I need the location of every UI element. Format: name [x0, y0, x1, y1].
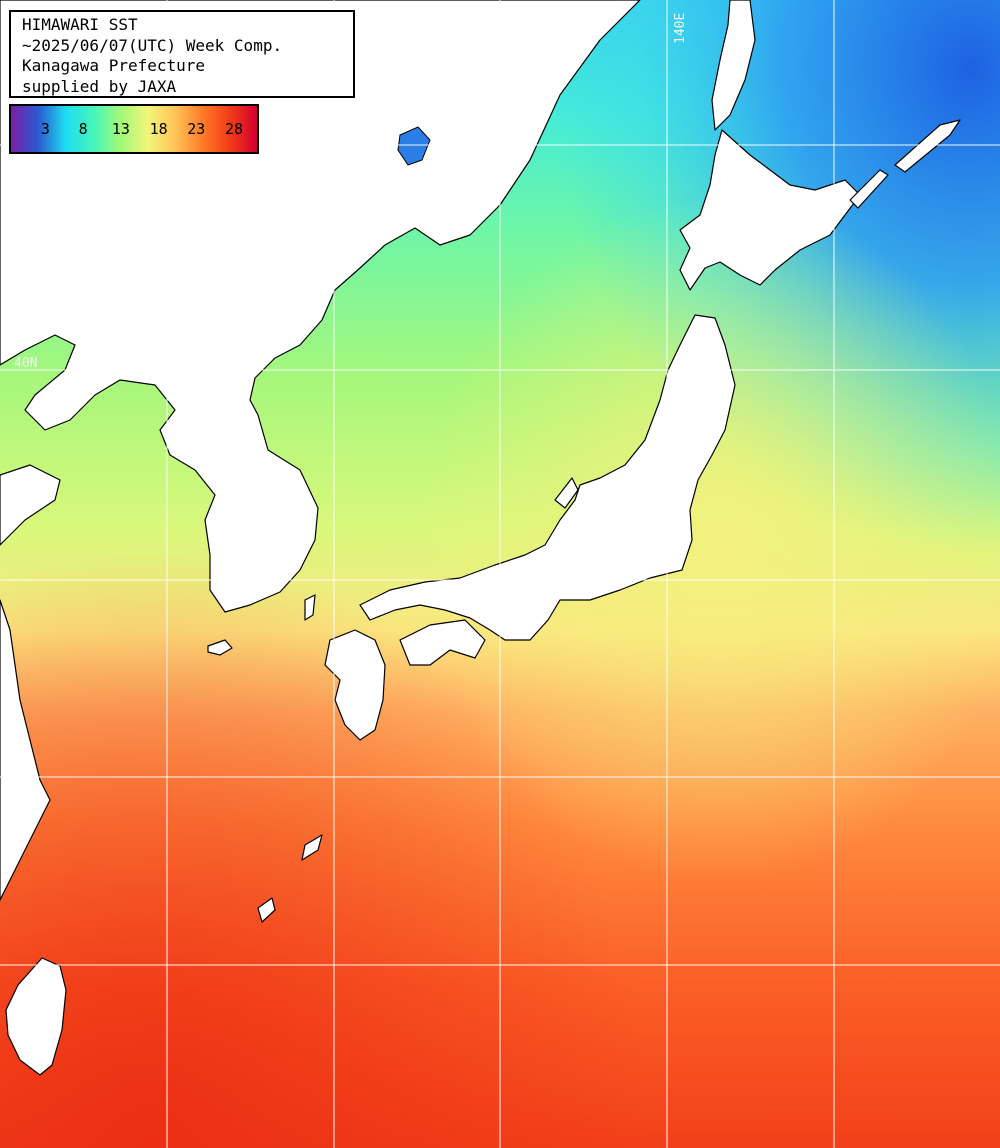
colorbar-labels: 381318232833	[11, 106, 257, 152]
taiwan	[5, 957, 67, 1076]
jeju-island	[207, 639, 233, 656]
legend-tick-label: 18	[149, 120, 168, 138]
colorbar	[11, 106, 257, 152]
china-coast-south	[0, 599, 51, 901]
data-credit: supplied by JAXA	[22, 76, 177, 96]
region-name: Kanagawa Prefecture	[22, 56, 206, 75]
legend-tick-label: 13	[111, 120, 130, 138]
sakhalin	[711, 0, 756, 131]
legend-tick-label: 8	[78, 120, 88, 138]
ryukyu-islands-south	[257, 897, 276, 923]
hokkaido	[679, 129, 861, 291]
longitude-label: 140E	[673, 13, 688, 44]
cold-water-patch	[397, 126, 431, 166]
shikoku	[399, 619, 486, 666]
kuril-islands	[849, 169, 889, 209]
composite-date: ~2025/06/07(UTC) Week Comp.	[22, 35, 283, 55]
kyushu	[324, 629, 386, 741]
temperature-legend: 381318232833	[9, 104, 259, 154]
legend-tick-label: 3	[40, 120, 50, 138]
legend-tick-label: 23	[187, 120, 206, 138]
legend-tick-label: 28	[225, 120, 244, 138]
product-title: HIMAWARI SST	[22, 15, 138, 34]
china-coast	[0, 464, 61, 546]
latitude-label: 40N	[14, 356, 37, 371]
noto-peninsula	[554, 477, 579, 509]
tsushima	[304, 594, 316, 621]
title-panel: HIMAWARI SST ~2025/06/07(UTC) Week Comp.…	[9, 10, 355, 98]
kuril-islands-north	[894, 119, 961, 173]
ryukyu-islands	[301, 834, 323, 861]
honshu	[359, 314, 736, 641]
